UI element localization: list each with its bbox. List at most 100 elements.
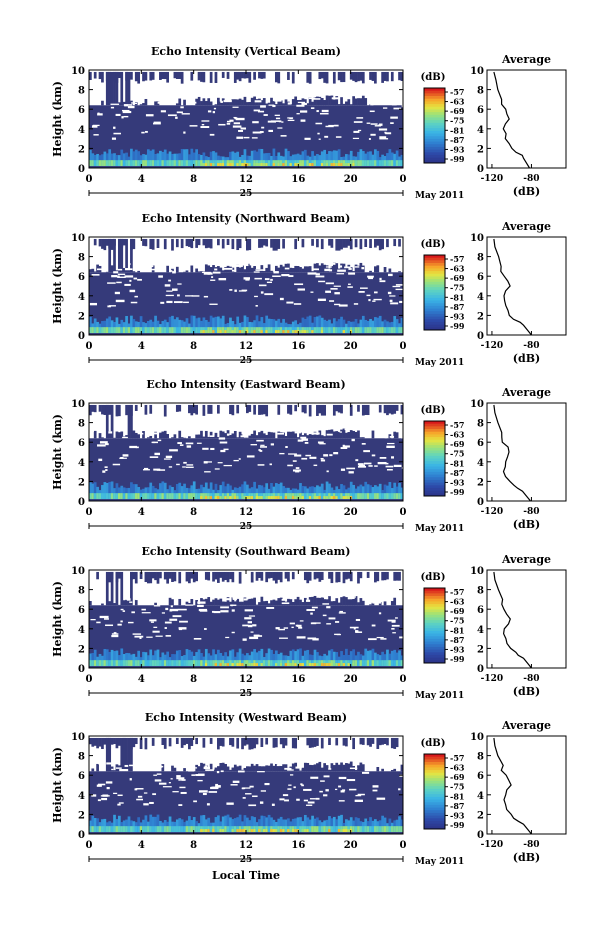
echo-cell <box>229 496 232 500</box>
echo-cell <box>214 160 218 167</box>
echo-cell <box>96 818 99 833</box>
echo-cell <box>137 151 141 167</box>
echo-cell <box>381 327 384 334</box>
echo-cell <box>366 826 370 833</box>
echo-gap <box>152 793 157 796</box>
echo-cell <box>142 660 145 667</box>
echo-gap <box>268 129 274 133</box>
echo-cell <box>238 238 242 249</box>
profile-y-tick-label: 4 <box>477 625 484 636</box>
echo-cell <box>361 737 365 745</box>
echo-cell <box>270 763 273 772</box>
echo-cell <box>214 571 218 580</box>
echo-gap <box>393 762 397 765</box>
echo-gap <box>362 771 370 774</box>
profile-line <box>493 238 532 336</box>
echo-gap <box>379 123 383 126</box>
echo-cell <box>279 496 283 500</box>
echo-cell <box>371 160 375 167</box>
echo-cell <box>200 430 203 439</box>
echo-cell <box>255 496 259 500</box>
echo-gap <box>231 431 234 434</box>
echo-cell <box>386 826 389 833</box>
echo-cell <box>342 571 346 584</box>
echo-cell <box>151 816 155 833</box>
echo-gap <box>118 802 124 804</box>
echo-cell <box>267 571 271 579</box>
echo-cell <box>366 404 370 416</box>
echo-cell <box>332 601 336 606</box>
echo-cell <box>340 316 343 334</box>
echo-cell <box>352 271 355 273</box>
echo-cell <box>303 99 307 106</box>
echo-cell <box>354 98 358 106</box>
x-tick-label: 0 <box>86 174 93 185</box>
profile-x-tick-label: -120 <box>481 674 504 684</box>
echo-cell <box>250 496 254 500</box>
echo-cell <box>185 493 189 500</box>
echo-cell <box>316 597 319 606</box>
echo-cell <box>274 104 278 106</box>
echo-cell <box>154 315 157 334</box>
echo-gap <box>233 116 237 119</box>
echo-cell <box>332 318 336 334</box>
echo-cell <box>294 651 298 667</box>
echo-gap <box>387 763 392 766</box>
profile-y-tick-label: 10 <box>470 233 484 244</box>
echo-cell <box>299 483 302 500</box>
echo-cell <box>294 320 298 334</box>
echo-gap <box>381 765 385 768</box>
echo-cell <box>318 327 322 334</box>
echo-gap <box>336 273 345 275</box>
echo-cell <box>178 660 182 667</box>
y-tick-label: 8 <box>78 586 85 597</box>
echo-cell <box>311 434 314 439</box>
echo-cell <box>299 267 302 273</box>
echo-cell <box>374 266 377 273</box>
profile-x-tick-label: -80 <box>523 174 539 184</box>
echo-cell <box>130 238 133 250</box>
echo-cell <box>330 601 334 606</box>
echo-gap <box>253 109 260 112</box>
echo-cell <box>137 493 141 500</box>
echo-cell <box>260 404 264 415</box>
echo-cell <box>282 318 285 334</box>
echo-cell <box>398 493 401 500</box>
echo-cell <box>190 265 194 273</box>
echo-cell <box>101 493 104 500</box>
x-tick-label: 0 <box>400 174 407 185</box>
echo-cell <box>291 99 295 106</box>
echo-cell <box>134 432 138 439</box>
echo-cell <box>132 430 136 439</box>
echo-cell <box>272 101 276 106</box>
echo-cell <box>243 767 247 772</box>
echo-gap <box>395 288 404 291</box>
echo-gap <box>211 610 215 613</box>
echo-gap <box>123 104 133 106</box>
echo-cell <box>265 330 269 334</box>
echo-cell <box>262 163 266 167</box>
echo-cell <box>345 101 348 106</box>
echo-cell <box>262 238 266 246</box>
echo-gap <box>121 116 124 119</box>
echo-cell <box>354 327 358 334</box>
echo-cell <box>342 428 346 439</box>
echo-gap <box>248 615 256 617</box>
echo-cell <box>366 484 370 500</box>
colorbar-segment <box>424 654 445 659</box>
echo-cell <box>110 320 114 334</box>
echo-gap <box>254 100 262 103</box>
echo-cell <box>258 766 261 772</box>
echo-cell <box>168 571 172 579</box>
echo-cell <box>340 762 343 772</box>
echo-cell <box>376 660 380 667</box>
echo-gap <box>244 617 252 620</box>
echo-gap <box>260 790 267 792</box>
echo-cell <box>311 815 314 833</box>
echo-cell <box>144 238 148 247</box>
echo-cell <box>253 266 256 273</box>
echo-cell <box>357 818 360 833</box>
echo-gap <box>368 638 377 641</box>
echo-cell <box>248 663 252 667</box>
colorbar-segment <box>424 289 445 293</box>
